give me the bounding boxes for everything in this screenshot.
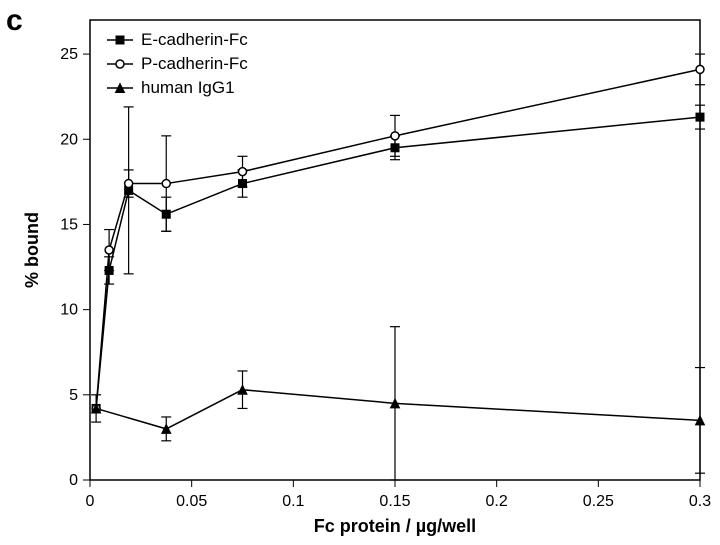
x-tick-label: 0.2 <box>486 493 508 510</box>
series <box>91 105 705 422</box>
marker-triangle <box>162 424 171 433</box>
x-tick-label: 0.05 <box>176 493 207 510</box>
panel-label: c <box>6 4 23 38</box>
x-tick-label: 0.25 <box>583 493 614 510</box>
legend: E-cadherin-Fc P-cadherin-Fc human IgG1 <box>107 30 248 97</box>
marker-square <box>696 113 704 121</box>
legend-label: P-cadherin-Fc <box>141 54 248 73</box>
marker-circle <box>162 180 170 188</box>
marker-square <box>116 36 124 44</box>
marker-circle <box>105 246 113 254</box>
x-tick-label: 0.3 <box>689 493 711 510</box>
marker-circle <box>125 180 133 188</box>
x-axis-title: Fc protein / µg/well <box>314 516 476 536</box>
y-tick-label: 25 <box>60 46 78 63</box>
series <box>92 327 705 480</box>
y-tick-label: 15 <box>60 216 78 233</box>
y-tick-label: 0 <box>69 472 78 489</box>
marker-circle <box>116 60 124 68</box>
marker-circle <box>391 132 399 140</box>
series-line <box>96 69 700 408</box>
chart-svg: 0 0.05 0.1 0.15 0.2 0.25 0.3 0 5 10 15 20 25 Fc prote… <box>0 0 720 545</box>
legend-label: E-cadherin-Fc <box>141 30 248 49</box>
marker-circle <box>239 168 247 176</box>
y-axis-title: % bound <box>22 212 42 288</box>
x-tick-label: 0.1 <box>282 493 304 510</box>
y-tick-label: 20 <box>60 131 78 148</box>
series-line <box>96 390 700 429</box>
series-line <box>96 117 700 408</box>
y-tick-label: 10 <box>60 302 78 319</box>
legend-label: human IgG1 <box>141 78 235 97</box>
x-tick-label: 0.15 <box>379 493 410 510</box>
x-tick-label: 0 <box>86 493 95 510</box>
series <box>92 54 705 412</box>
marker-circle <box>696 65 704 73</box>
chart-container: c 0 0.05 0.1 0.15 0.2 0.25 0.3 0 5 10 15 20 25 Fc pro… <box>0 0 720 545</box>
y-tick-label: 5 <box>69 387 78 404</box>
